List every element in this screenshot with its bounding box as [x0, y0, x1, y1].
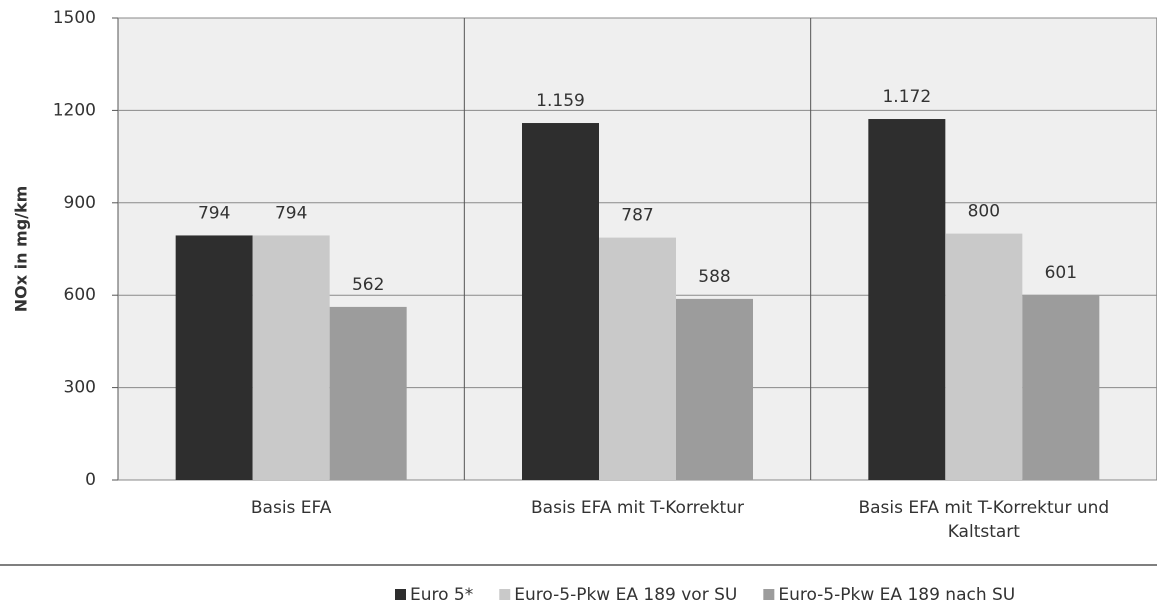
legend-swatch — [763, 589, 775, 600]
data-label: 562 — [352, 275, 384, 295]
y-tick-label: 600 — [64, 285, 96, 305]
y-axis-label: NOx in mg/km — [12, 186, 31, 313]
y-tick-label: 1500 — [53, 8, 96, 28]
legend-label: Euro-5-Pkw EA 189 nach SU — [778, 585, 1015, 605]
legend-swatch — [499, 589, 511, 600]
bar — [945, 233, 1023, 480]
data-label: 794 — [198, 203, 230, 223]
bar — [676, 298, 753, 480]
data-label: 1.159 — [536, 91, 585, 111]
legend-label: Euro 5* — [410, 585, 473, 605]
y-tick-label: 1200 — [53, 100, 96, 120]
data-label: 601 — [1045, 263, 1077, 283]
data-label: 787 — [621, 206, 653, 226]
x-tick-label: Basis EFA mit T-Korrektur und Kaltstart — [858, 498, 1110, 542]
bar — [1022, 294, 1100, 480]
data-label: 588 — [698, 267, 730, 287]
bar — [599, 237, 676, 480]
y-tick-label: 0 — [85, 470, 96, 490]
bar — [252, 235, 330, 480]
x-tick-label: Basis EFA — [250, 498, 332, 518]
bar — [868, 119, 946, 481]
bar — [522, 123, 599, 480]
y-tick-label: 300 — [64, 378, 96, 398]
bar — [175, 235, 253, 480]
y-tick-label: 900 — [64, 193, 96, 213]
bar — [329, 306, 407, 480]
legend-label: Euro-5-Pkw EA 189 vor SU — [514, 585, 737, 605]
legend-swatch — [395, 589, 406, 600]
x-tick-label: Basis EFA mit T-Korrektur — [531, 498, 744, 518]
data-label: 800 — [968, 202, 1000, 222]
data-label: 1.172 — [882, 87, 931, 107]
data-label: 794 — [275, 203, 307, 223]
